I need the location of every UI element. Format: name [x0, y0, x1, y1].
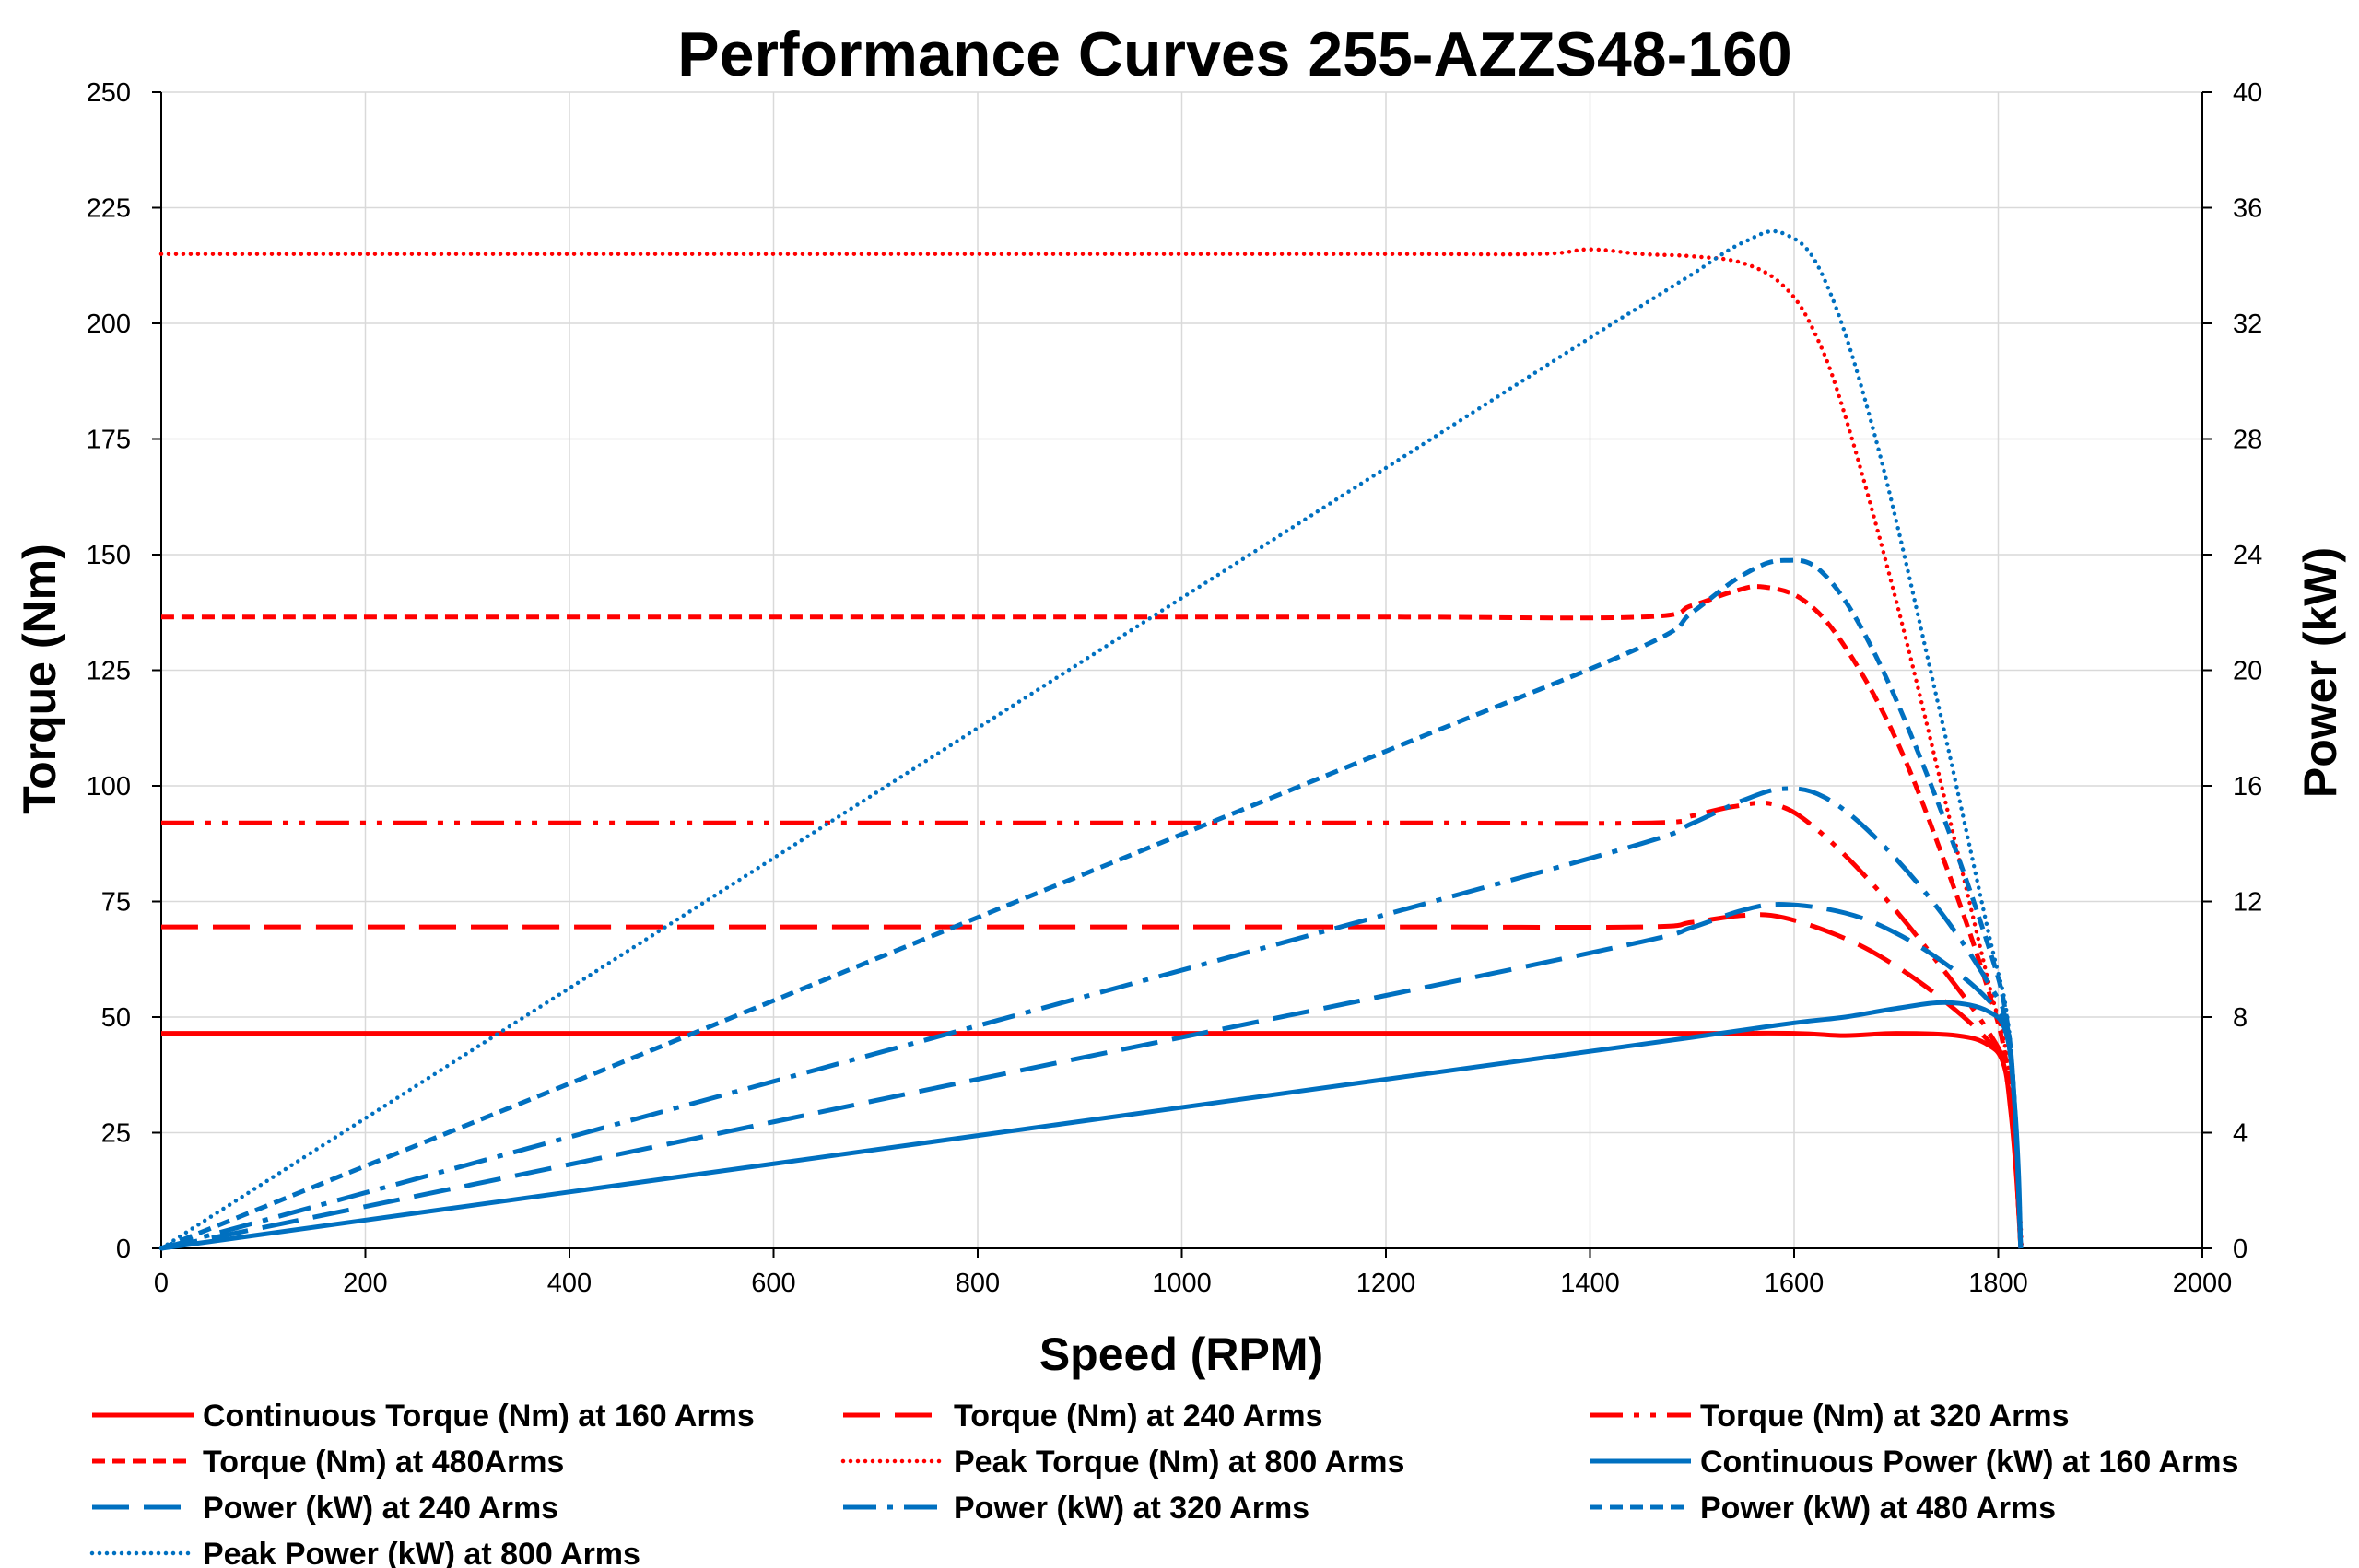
series-line-10	[161, 231, 2021, 1248]
y2-tick-label: 32	[2233, 310, 2262, 339]
legend-label-10: Peak Power (kW) at 800 Arms	[203, 1537, 640, 1568]
y-tick-label: 75	[101, 888, 131, 918]
y2-tick-label: 36	[2233, 194, 2262, 224]
y-tick-label: 150	[87, 541, 131, 570]
legend-label-3: Torque (Nm) at 320 Arms	[1700, 1398, 2070, 1433]
y2-tick-label: 8	[2233, 1003, 2248, 1033]
legend-label-1: Continuous Torque (Nm) at 160 Arms	[203, 1398, 755, 1433]
x-tick-label: 2000	[2173, 1269, 2233, 1298]
y-tick-label: 225	[87, 194, 131, 224]
y-axis-title: Torque (Nm)	[14, 544, 65, 813]
y-tick-label: 0	[116, 1235, 131, 1264]
y-tick-label: 25	[101, 1119, 131, 1149]
series-layer	[161, 231, 2022, 1248]
legend-label-6: Continuous Power (kW) at 160 Arms	[1700, 1445, 2238, 1480]
chart-title: Performance Curves 255-AZZS48-160	[677, 19, 1791, 89]
gridlines	[161, 92, 2202, 1248]
y2-tick-label: 28	[2233, 426, 2262, 455]
x-tick-label: 1000	[1152, 1269, 1212, 1298]
y-tick-label: 100	[87, 772, 131, 802]
series-line-9	[161, 560, 2021, 1248]
legend-label-5: Peak Torque (Nm) at 800 Arms	[954, 1445, 1404, 1480]
series-line-1	[161, 1033, 2021, 1248]
x-tick-label: 0	[154, 1269, 169, 1298]
y2-tick-label: 16	[2233, 772, 2262, 802]
x-tick-label: 1800	[1968, 1269, 2028, 1298]
x-tick-label: 400	[547, 1269, 592, 1298]
x-tick-label: 1400	[1560, 1269, 1620, 1298]
y2-axis-title: Power (kW)	[2294, 547, 2346, 798]
x-tick-label: 600	[751, 1269, 795, 1298]
legend-label-8: Power (kW) at 320 Arms	[954, 1491, 1309, 1526]
series-line-5	[161, 250, 2022, 1248]
y2-tick-label: 0	[2233, 1235, 2248, 1264]
series-line-8	[161, 789, 2021, 1248]
x-tick-label: 1600	[1765, 1269, 1825, 1298]
legend: Continuous Torque (Nm) at 160 Arms Torque…	[92, 1398, 2238, 1568]
x-tick-label: 200	[343, 1269, 387, 1298]
y-tick-label: 50	[101, 1003, 131, 1033]
y-tick-label: 125	[87, 657, 131, 686]
legend-label-2: Torque (Nm) at 240 Arms	[954, 1398, 1323, 1433]
series-line-2	[161, 915, 2021, 1248]
y-tick-label: 175	[87, 426, 131, 455]
axes: 0 200 400 600 800 1000 1200 1400 1600 1800 2000025…	[87, 78, 2263, 1298]
y-tick-label: 250	[87, 78, 131, 108]
y2-tick-label: 12	[2233, 888, 2262, 918]
x-tick-label: 800	[956, 1269, 1000, 1298]
series-line-6	[161, 1002, 2021, 1248]
x-tick-label: 1200	[1356, 1269, 1416, 1298]
performance-chart: Performance Curves 255-AZZS48-160 0 200 40…	[0, 0, 2359, 1568]
y2-tick-label: 40	[2233, 78, 2262, 108]
legend-label-4: Torque (Nm) at 480Arms	[203, 1445, 564, 1480]
y-tick-label: 200	[87, 310, 131, 339]
y2-tick-label: 24	[2233, 541, 2262, 570]
x-axis-title: Speed (RPM)	[1039, 1328, 1323, 1380]
legend-label-7: Power (kW) at 240 Arms	[203, 1491, 558, 1526]
y2-tick-label: 4	[2233, 1119, 2248, 1149]
legend-label-9: Power (kW) at 480 Arms	[1700, 1491, 2056, 1526]
series-line-7	[161, 905, 2021, 1248]
y2-tick-label: 20	[2233, 657, 2262, 686]
